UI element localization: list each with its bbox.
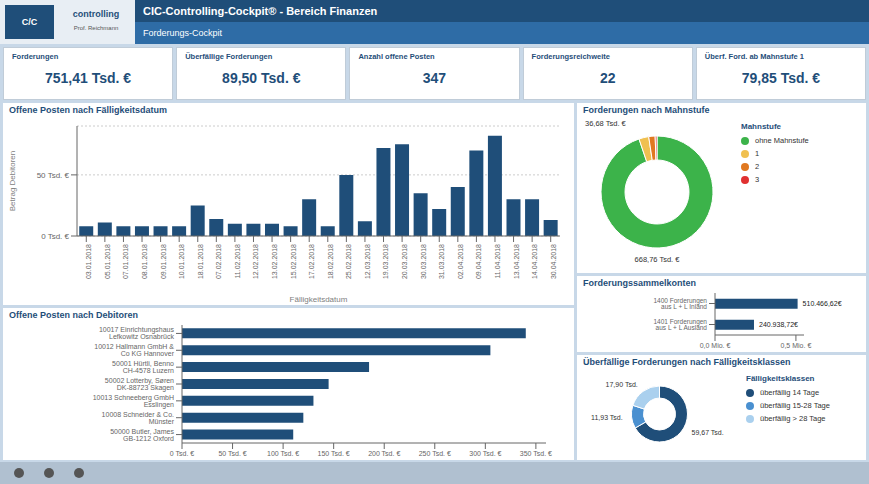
html-text:Anzahl offene Posten: Anzahl offene Posten [358, 52, 435, 61]
svg-text:Betrag Debitoren: Betrag Debitoren [8, 151, 17, 211]
html-text:347: 347 [422, 70, 447, 86]
html-text:Überfällige Forderungen nach F: Überfällige Forderungen nach Fälligkeits… [583, 357, 791, 367]
html-text:Überf. Ford. ab Mahnstufe 1: Überf. Ford. ab Mahnstufe 1 [704, 52, 804, 61]
svg-text:0,5 Mio. €: 0,5 Mio. € [781, 342, 812, 349]
html-text:Forderungen nach Mahnstufe: Forderungen nach Mahnstufe [583, 105, 710, 115]
svg-text:50002 Lotterby, SørenDK-88723: 50002 Lotterby, SørenDK-88723 Skagen [105, 377, 174, 392]
svg-text:0 Tsd. €: 0 Tsd. € [41, 232, 69, 241]
svg-text:14.04.2018: 14.04.2018 [531, 244, 538, 279]
svg-text:07.01.2018: 07.01.2018 [122, 244, 129, 279]
svg-text:11,93 Tsd.: 11,93 Tsd. [591, 414, 623, 421]
svg-text:50001 Hürtli, BennoCH-4578 Luz: 50001 Hürtli, BennoCH-4578 Luzern [112, 360, 174, 374]
html-text:Forderungssammelkonten: Forderungssammelkonten [583, 278, 696, 288]
svg-text:100 Tsd. €: 100 Tsd. € [267, 450, 299, 457]
html-text:2: 2 [755, 162, 760, 171]
svg-text:09.01.2018: 09.01.2018 [160, 244, 167, 279]
html-text:überfällig 14 Tage: überfällig 14 Tage [760, 388, 820, 397]
svg-text:30.03.2018: 30.03.2018 [420, 244, 427, 279]
svg-text:Fälligkeitsdatum: Fälligkeitsdatum [290, 295, 348, 304]
html-text:Fälligkeitsklassen: Fälligkeitsklassen [746, 374, 815, 383]
html-text:89,50 Tsd. €: 89,50 Tsd. € [222, 70, 301, 86]
svg-text:31.03.2018: 31.03.2018 [438, 244, 445, 279]
svg-text:18.02.2018: 18.02.2018 [327, 244, 334, 279]
svg-text:12.03.2018: 12.03.2018 [364, 244, 371, 279]
svg-text:11.04.2018: 11.04.2018 [494, 244, 501, 279]
svg-text:510.466,62€: 510.466,62€ [803, 300, 842, 307]
svg-text:50000 Butler, JamesGB-1212 Oxf: 50000 Butler, JamesGB-1212 Oxford [110, 428, 174, 442]
svg-text:25.02.2018: 25.02.2018 [345, 244, 352, 279]
svg-text:13.02.2018: 13.02.2018 [271, 244, 278, 279]
svg-text:59,67 Tsd.: 59,67 Tsd. [692, 429, 724, 436]
svg-text:05.01.2018: 05.01.2018 [104, 244, 111, 279]
svg-text:19.03.2018: 19.03.2018 [382, 244, 389, 279]
svg-text:15.02.2018: 15.02.2018 [290, 244, 297, 279]
svg-text:0,0 Mio. €: 0,0 Mio. € [700, 342, 731, 349]
svg-text:12.02.2018: 12.02.2018 [252, 244, 259, 279]
svg-text:18.01.2018: 18.01.2018 [197, 244, 204, 279]
svg-text:50 Tsd. €: 50 Tsd. € [218, 450, 246, 457]
svg-text:10013 Schneeberg GmbHEsslingen: 10013 Schneeberg GmbHEsslingen [93, 394, 174, 409]
html-text:1: 1 [755, 149, 760, 158]
html-text:Forderungsreichweite: Forderungsreichweite [531, 52, 610, 61]
svg-text:200 Tsd. €: 200 Tsd. € [368, 450, 400, 457]
html-text:Forderungen: Forderungen [12, 52, 59, 61]
svg-text:10017 EinrichtungshausLefkowit: 10017 EinrichtungshausLefkowitz Osnabrüc… [99, 326, 175, 340]
html-text:79,85 Tsd. €: 79,85 Tsd. € [741, 70, 821, 86]
svg-text:300 Tsd. €: 300 Tsd. € [469, 450, 501, 457]
svg-text:250 Tsd. €: 250 Tsd. € [419, 450, 451, 457]
svg-text:10012 Hallmann GmbH &Co KG Han: 10012 Hallmann GmbH &Co KG Hannover [94, 343, 174, 357]
html-text:überfällig 15-28 Tage: überfällig 15-28 Tage [760, 401, 830, 410]
svg-text:08.01.2018: 08.01.2018 [141, 244, 148, 279]
svg-text:350 Tsd. €: 350 Tsd. € [520, 450, 552, 457]
html-text:C/C: C/C [21, 17, 38, 27]
svg-text:13.04.2018: 13.04.2018 [513, 244, 520, 279]
svg-text:02.04.2018: 02.04.2018 [457, 244, 464, 279]
html-text:Überfällige Forderungen: Überfällige Forderungen [185, 52, 273, 61]
svg-text:1400 Forderungenaus L + L Inla: 1400 Forderungenaus L + L Inland [654, 297, 708, 311]
html-text:Offene Posten nach Fälligkeits: Offene Posten nach Fälligkeitsdatum [9, 105, 167, 115]
html-text:22: 22 [599, 70, 616, 86]
html-text:Forderungs-Cockpit: Forderungs-Cockpit [143, 28, 222, 38]
html-text:CIC-Controlling-Cockpit® - Ber: CIC-Controlling-Cockpit® - Bereich Finan… [143, 5, 378, 17]
html-text:36,68 Tsd. €: 36,68 Tsd. € [585, 119, 626, 128]
html-text:ohne Mahnstufe: ohne Mahnstufe [755, 136, 809, 145]
svg-text:20.03.2018: 20.03.2018 [401, 244, 408, 279]
svg-text:50 Tsd. €: 50 Tsd. € [37, 171, 70, 180]
svg-text:1401 Forderungenaus L + L Ausl: 1401 Forderungenaus L + L Ausland [654, 318, 708, 332]
svg-text:30.04.2018: 30.04.2018 [550, 244, 557, 279]
html-text:controlling: controlling [72, 9, 120, 19]
svg-text:03.01.2018: 03.01.2018 [85, 244, 92, 279]
html-text:3: 3 [755, 175, 760, 184]
html-text:Mahnstufe: Mahnstufe [741, 122, 781, 131]
svg-text:150 Tsd. €: 150 Tsd. € [318, 450, 350, 457]
svg-text:10008 Schneider & Co.Münster: 10008 Schneider & Co.Münster [102, 411, 175, 425]
svg-text:17.02.2018: 17.02.2018 [308, 244, 315, 279]
html-text:751,41 Tsd. €: 751,41 Tsd. € [45, 70, 132, 86]
svg-text:240.938,72€: 240.938,72€ [759, 321, 798, 328]
svg-text:09.04.2018: 09.04.2018 [475, 244, 482, 279]
html-text:668,76 Tsd. €: 668,76 Tsd. € [634, 255, 680, 264]
svg-text:0 Tsd. €: 0 Tsd. € [170, 450, 194, 457]
svg-text:10.01.2018: 10.01.2018 [178, 244, 185, 279]
html-text:Prof. Reichmann: Prof. Reichmann [73, 25, 119, 31]
svg-text:11.02.2018: 11.02.2018 [234, 244, 241, 279]
html-text:Offene Posten nach Debitoren: Offene Posten nach Debitoren [9, 310, 138, 320]
html-text:überfällig > 28 Tage: überfällig > 28 Tage [760, 414, 826, 423]
svg-text:07.02.2018: 07.02.2018 [215, 244, 222, 279]
svg-text:17,90 Tsd.: 17,90 Tsd. [606, 381, 638, 388]
